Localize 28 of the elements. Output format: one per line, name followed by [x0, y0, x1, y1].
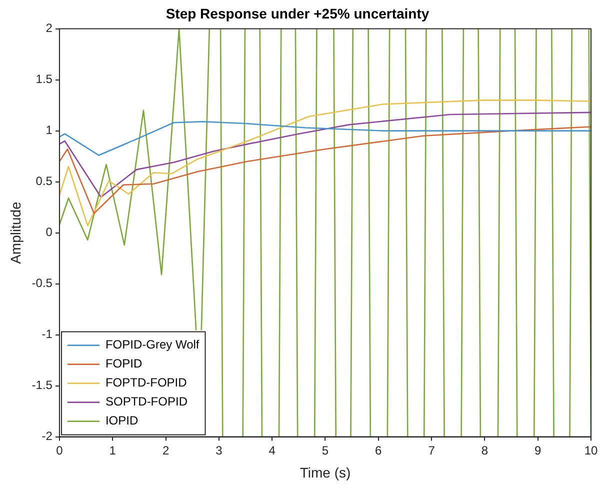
- y-tick-label: 0.5: [36, 174, 53, 188]
- x-tick-label: 2: [162, 443, 170, 458]
- x-tick-label: 7: [428, 443, 436, 458]
- y-tick-label: 2: [46, 21, 53, 36]
- x-tick-label: 8: [481, 443, 488, 458]
- y-tick-label: -0.5: [32, 276, 53, 290]
- x-tick-label: 10: [584, 443, 598, 458]
- legend-label: FOPID-Grey Wolf: [105, 338, 200, 352]
- legend-label: IOPID: [105, 414, 138, 428]
- legend-label: SOPTD-FOPID: [105, 394, 188, 409]
- x-tick-label: 5: [322, 443, 329, 458]
- x-tick-label: 1: [109, 443, 116, 458]
- legend-label: FOPID: [105, 356, 142, 371]
- y-tick-label: 1.5: [36, 72, 53, 86]
- legend-label: FOPTD-FOPID: [105, 376, 188, 390]
- y-tick-label: -2: [42, 429, 53, 444]
- chart-title: Step Response under +25% uncertainty: [166, 5, 430, 22]
- y-tick-label: -1: [42, 327, 53, 342]
- x-tick-label: 9: [534, 443, 542, 458]
- y-tick-label: 1: [46, 123, 53, 138]
- x-tick-label: 4: [268, 443, 276, 458]
- x-tick-label: 0: [56, 443, 64, 458]
- y-axis-title: Amplitude: [7, 201, 24, 264]
- y-tick-label: 0: [46, 225, 53, 240]
- y-tick-label: -1.5: [32, 378, 53, 392]
- x-tick-label: 3: [216, 443, 223, 458]
- x-tick-label: 6: [375, 443, 382, 458]
- x-axis-title: Time (s): [300, 464, 351, 480]
